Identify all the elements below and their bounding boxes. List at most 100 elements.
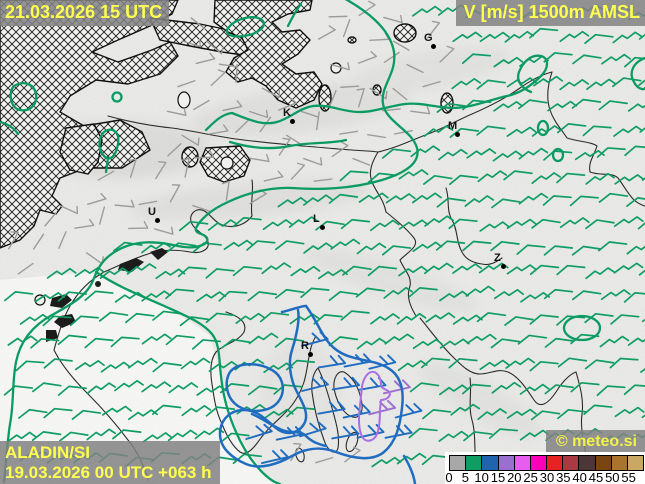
wind-barb [423, 125, 454, 137]
wind-barb [248, 332, 279, 345]
wind-barb [167, 142, 182, 157]
wind-barb [167, 429, 198, 442]
wind-barb [406, 63, 424, 74]
wind-barb [126, 263, 157, 275]
wind-barb [208, 124, 229, 135]
wind-barb [232, 265, 263, 277]
legend-cell [547, 456, 564, 470]
wind-barb [196, 291, 227, 302]
wind-barb [57, 291, 87, 302]
wind-barb [166, 242, 197, 253]
wind-barb [505, 357, 536, 369]
wind-barb [127, 357, 158, 369]
city-label-K: K [283, 107, 291, 119]
wind-barb [466, 148, 497, 159]
city-label-M: M [448, 120, 458, 132]
legend-tick-label: 35 [556, 470, 571, 484]
wind-barb [519, 429, 550, 441]
wind-barb [193, 150, 215, 159]
wind-barb [6, 431, 37, 443]
wind-barb [8, 231, 19, 250]
wind-barb [398, 219, 429, 230]
wind-barb [344, 446, 361, 463]
wind-barb [479, 221, 510, 232]
wind-barb [331, 141, 349, 158]
wind-barb [596, 385, 626, 397]
wind-barb [303, 157, 323, 166]
wind-barb [339, 170, 369, 182]
wind-barb [452, 263, 483, 274]
wind-barb [356, 88, 365, 108]
wind-barb [339, 130, 359, 135]
wind-barb [506, 408, 537, 419]
wind-barb [396, 312, 427, 325]
model-name: ALADIN/SI [5, 443, 90, 462]
wind-barb [574, 149, 605, 161]
legend-tick-label: 20 [507, 470, 522, 484]
wind-barb [290, 265, 321, 277]
wind-barb [638, 75, 645, 87]
wind-barb [313, 178, 333, 182]
wind-barb [517, 334, 548, 345]
wind-barb [235, 119, 250, 133]
wind-barb [557, 123, 587, 134]
wind-barb [491, 198, 521, 209]
wind-barb [529, 314, 559, 325]
wind-barb [328, 193, 359, 204]
wind-barb [479, 359, 510, 371]
wind-barb [543, 52, 573, 63]
wind-barb [492, 150, 523, 162]
wind-barb [177, 80, 196, 88]
wind-barb [177, 266, 207, 278]
legend-cell [514, 456, 531, 470]
wind-barb [74, 360, 105, 371]
wind-barb [504, 30, 535, 43]
wind-barb [544, 337, 575, 348]
wind-barb [409, 382, 440, 393]
wind-barb [438, 430, 469, 442]
legend-cell [450, 456, 467, 470]
legend-tick-labels: 0 5 10 15 20 25 30 35 40 45 50 55 [445, 470, 645, 484]
city-dot-L [320, 225, 325, 230]
wind-barb [392, 87, 408, 101]
credit-label: © meteo.si [545, 430, 645, 455]
wind-barb [530, 410, 561, 421]
wind-barb [303, 242, 333, 254]
wind-barb [369, 87, 388, 100]
wind-barb [517, 99, 548, 110]
wind-barb [367, 265, 398, 277]
wind-barb [352, 157, 371, 166]
wind-barb [235, 63, 238, 83]
legend-cell [611, 456, 628, 470]
wind-barb [288, 216, 319, 228]
legend-tick-label: 30 [539, 470, 555, 484]
wind-barb [449, 127, 480, 138]
wind-barb [421, 454, 452, 466]
wind-barb [570, 333, 600, 345]
wind-barb [520, 291, 551, 303]
wind-barb [330, 62, 350, 71]
wind-barb [262, 219, 293, 231]
wind-barb [462, 240, 492, 252]
wind-barb [278, 137, 291, 156]
wind-barb [627, 100, 645, 112]
city-label-Z: Z [494, 252, 501, 264]
wind-barb [369, 219, 400, 232]
wind-barb [232, 216, 262, 228]
wind-barb [411, 5, 442, 17]
wind-barb [584, 33, 614, 45]
wind-barb [519, 383, 550, 395]
wind-barb [598, 192, 629, 203]
wind-barb [44, 211, 58, 227]
wind-barb [488, 428, 519, 439]
wind-barb [518, 147, 549, 160]
wind-barb [155, 161, 167, 180]
legend-tick-label: 10 [474, 470, 489, 484]
wind-barb [128, 409, 158, 421]
wind-barb [179, 220, 209, 232]
wind-barb [436, 102, 467, 113]
wind-barb [367, 134, 386, 139]
wind-barb [571, 98, 602, 109]
wind-barb [518, 192, 549, 205]
